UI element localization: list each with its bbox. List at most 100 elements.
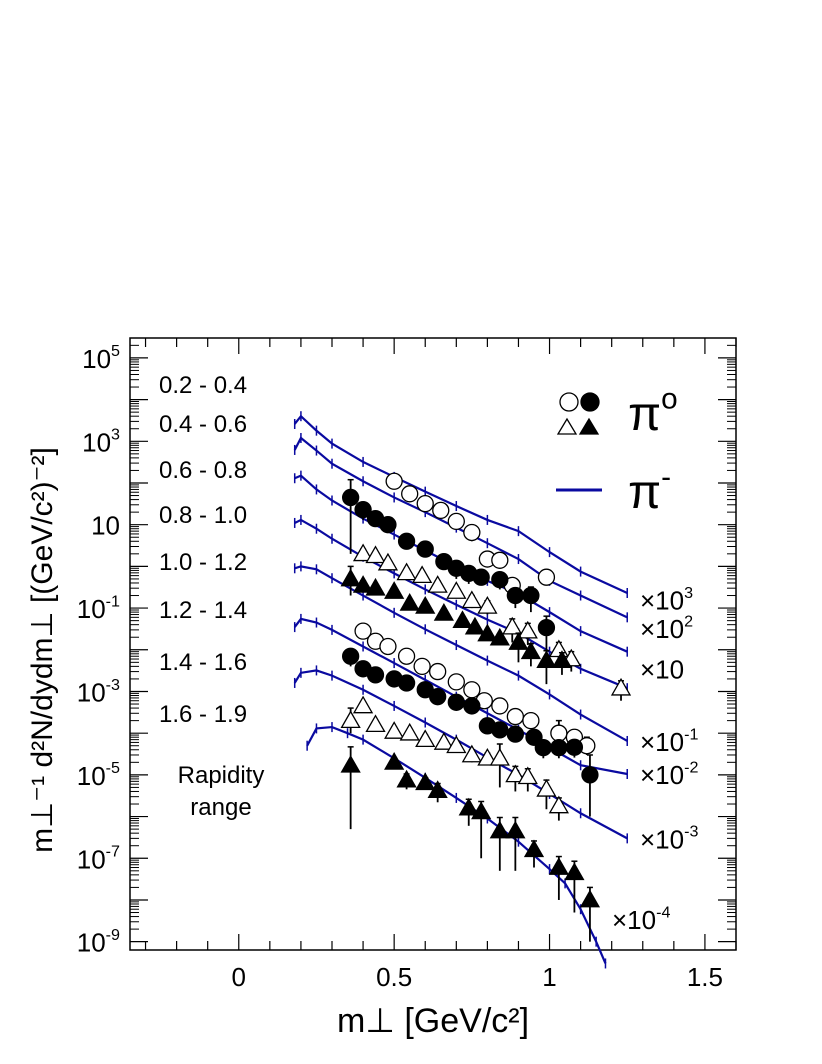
- legend-filled-triangle: [578, 417, 600, 435]
- axis-ticks: [130, 337, 737, 950]
- open-triangle-marker: [352, 543, 374, 562]
- filled-circle-marker: [565, 738, 584, 756]
- filled-circle-marker: [447, 693, 465, 711]
- filled-triangle-marker: [384, 752, 405, 770]
- filled-circle-marker: [506, 586, 525, 605]
- filled-triangle-marker: [427, 780, 448, 798]
- x-tick-label: 1: [542, 962, 556, 992]
- filled-triangle-marker: [396, 769, 417, 788]
- rapidity-caption-2: range: [190, 794, 251, 821]
- open-triangle-marker: [477, 747, 498, 766]
- scale-label: ×103: [640, 584, 693, 616]
- open-triangle-marker: [517, 766, 538, 785]
- scale-factor-labels: ×103×102 ×10 ×10-1×10-2 ×10-3 ×10-4: [612, 584, 698, 935]
- x-axis-label: m⊥ [GeV/c²]: [337, 1002, 529, 1040]
- filled-circle-marker: [463, 697, 481, 715]
- filled-triangle-marker: [477, 623, 498, 642]
- filled-circle-marker: [491, 721, 509, 739]
- scale-label: ×10: [640, 654, 684, 684]
- y-tick-label: 103: [82, 426, 120, 458]
- open-circle-marker: [413, 657, 431, 676]
- filled-triangle-marker: [458, 797, 479, 816]
- open-triangle-marker: [433, 732, 454, 750]
- filled-circle-marker: [581, 766, 599, 784]
- x-tick-label: 0: [232, 962, 246, 992]
- filled-triangle-marker: [365, 577, 386, 596]
- open-circle-marker: [506, 707, 525, 726]
- legend-label-piminus: π-: [628, 460, 671, 519]
- y-axis-label: m⊥⁻¹ d²N/dydm⊥ [(GeV/c²)⁻²]: [26, 447, 59, 853]
- scale-label: ×10-3: [640, 823, 698, 855]
- open-circle-marker: [429, 662, 447, 681]
- open-circle-marker: [432, 501, 450, 520]
- filled-triangle-marker: [508, 632, 529, 650]
- y-tick-label: 10-9: [77, 926, 120, 958]
- filled-triangle-marker: [340, 754, 361, 773]
- open-circle-marker: [447, 673, 465, 691]
- rapidity-label: 1.4 - 1.6: [159, 649, 247, 676]
- filled-triangle-marker: [564, 862, 585, 881]
- open-circle-marker: [401, 485, 419, 503]
- open-triangle-marker: [399, 722, 420, 741]
- filled-circle-marker: [472, 568, 490, 586]
- filled-triangle-marker: [464, 616, 486, 635]
- y-tick-label: 105: [82, 342, 120, 374]
- rapidity-label: 0.2 - 0.4: [159, 372, 247, 399]
- open-circle-marker: [463, 523, 481, 542]
- scale-label: ×10-4: [612, 903, 670, 935]
- open-circle-marker: [397, 647, 416, 665]
- filled-triangle-marker: [415, 596, 436, 614]
- rapidity-label: 0.6 - 0.8: [159, 457, 247, 484]
- rapidity-label: 1.6 - 1.9: [159, 701, 247, 728]
- filled-circle-marker: [416, 540, 434, 558]
- open-triangle-marker: [505, 764, 526, 783]
- open-triangle-marker: [536, 779, 557, 797]
- filled-triangle-marker: [548, 857, 569, 875]
- y-tick-label: 10: [91, 511, 120, 541]
- scale-label: ×102: [640, 612, 693, 644]
- open-triangle-marker: [365, 545, 386, 564]
- filled-triangle-marker: [471, 801, 492, 820]
- filled-triangle-marker: [489, 820, 510, 839]
- filled-circle-marker: [354, 500, 372, 519]
- open-triangle-marker: [446, 735, 467, 754]
- filled-circle-marker: [366, 666, 385, 684]
- open-circle-marker: [550, 724, 568, 742]
- y-tick-label: 10-7: [77, 843, 120, 875]
- open-triangle-marker: [517, 620, 538, 639]
- open-triangle-marker: [477, 596, 498, 614]
- filled-circle-marker: [534, 738, 552, 757]
- open-triangle-marker: [427, 575, 448, 593]
- open-triangle-marker: [365, 714, 386, 733]
- filled-triangle-marker: [520, 641, 542, 660]
- open-triangle-marker: [384, 721, 405, 739]
- model-curves: [293, 411, 628, 969]
- rapidity-label: 0.4 - 0.6: [159, 411, 247, 438]
- legend-filled-circle: [580, 392, 600, 412]
- open-triangle-marker: [377, 552, 399, 571]
- open-triangle-marker: [548, 639, 569, 658]
- open-circle-marker: [522, 711, 540, 730]
- rapidity-label: 1.2 - 1.4: [159, 597, 247, 624]
- filled-triangle-marker: [340, 568, 361, 587]
- filled-circle-marker: [491, 571, 509, 589]
- filled-circle-marker: [397, 674, 416, 692]
- rapidity-label: 1.0 - 1.2: [159, 549, 247, 576]
- y-tick-label: 10-5: [77, 759, 120, 791]
- open-triangle-marker: [610, 677, 632, 696]
- open-triangle-marker: [489, 747, 510, 766]
- filled-triangle-marker: [415, 772, 436, 791]
- x-tick-label: 1.5: [687, 962, 723, 992]
- filled-triangle-marker: [433, 602, 454, 621]
- filled-triangle-marker: [505, 820, 526, 839]
- filled-circle-marker: [379, 516, 397, 534]
- rapidity-labels: 0.2 - 0.4 0.4 - 0.6 0.6 - 0.8 0.8 - 1.0 1.0 …: [159, 372, 247, 728]
- filled-triangle-marker: [399, 593, 420, 611]
- open-triangle-marker: [502, 616, 523, 635]
- legend-open-circle: [559, 392, 579, 412]
- y-tick-label: 10-1: [77, 592, 120, 624]
- open-triangle-marker: [461, 590, 482, 609]
- filled-circle-marker: [397, 532, 416, 550]
- open-circle-marker: [385, 472, 403, 490]
- filled-triangle-marker: [352, 575, 374, 593]
